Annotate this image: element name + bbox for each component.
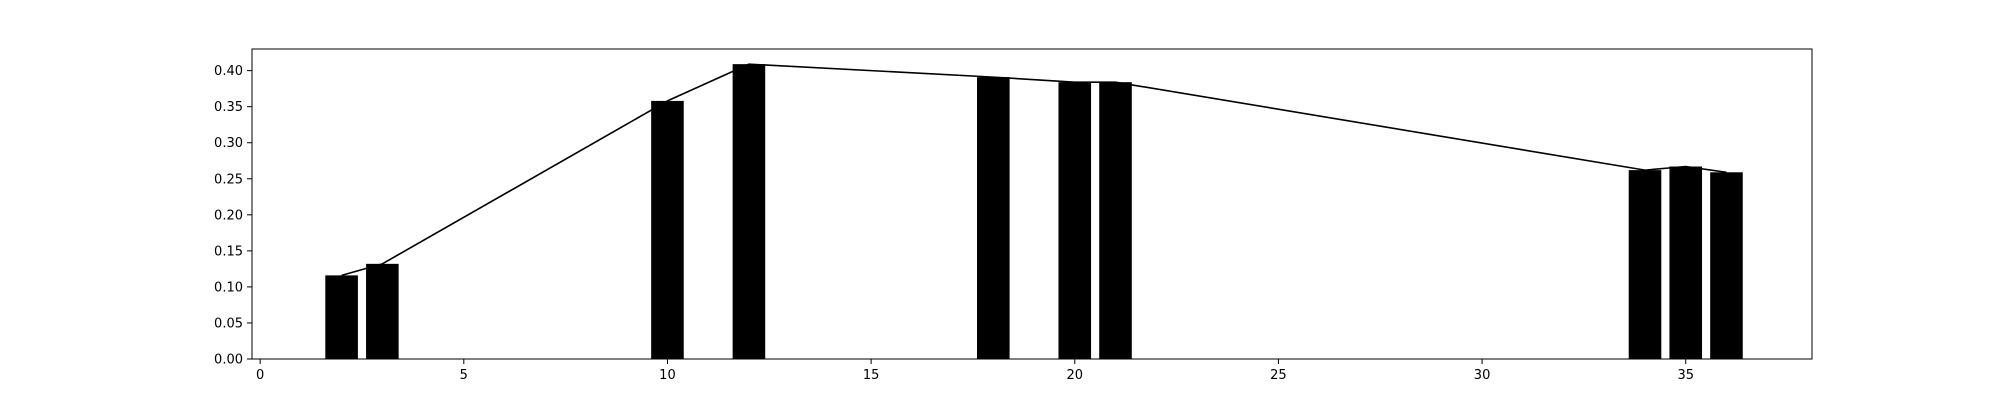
bar-2 xyxy=(325,275,358,359)
bar-34 xyxy=(1628,170,1662,359)
y-tick-label-6: 0.30 xyxy=(214,136,243,151)
y-tick-label-1: 0.05 xyxy=(214,316,243,331)
bar-35 xyxy=(1669,166,1703,359)
x-tick-label-0: 0 xyxy=(256,368,264,383)
x-tick-label-35: 35 xyxy=(1677,368,1694,383)
x-tick-label-25: 25 xyxy=(1270,368,1287,383)
x-tick-label-20: 20 xyxy=(1066,368,1083,383)
y-tick-label-4: 0.20 xyxy=(214,208,243,223)
x-tick-label-15: 15 xyxy=(863,368,880,383)
y-tick-label-5: 0.25 xyxy=(214,172,243,187)
x-tick-label-5: 5 xyxy=(460,368,468,383)
y-tick-label-8: 0.40 xyxy=(214,64,243,79)
y-tick-label-7: 0.35 xyxy=(214,100,243,115)
trend-line xyxy=(341,63,1727,277)
line-layer xyxy=(341,63,1727,277)
bar-18 xyxy=(977,77,1010,360)
bar-36 xyxy=(1710,172,1743,359)
x-tick-label-10: 10 xyxy=(659,368,676,383)
y-tick-label-0: 0.00 xyxy=(214,353,243,368)
bar-12 xyxy=(732,64,766,360)
bars-layer xyxy=(325,64,1743,360)
bar-10 xyxy=(651,100,684,359)
axes-layer: 0 5 10 15 20 25 30 35 0.00 0.05 0.10 0.15 0.20 0.25 0.… xyxy=(214,48,1813,383)
x-tick-label-30: 30 xyxy=(1474,368,1491,383)
plot-frame xyxy=(251,48,1813,360)
bar-3 xyxy=(366,263,399,359)
y-tick-label-2: 0.10 xyxy=(214,280,243,295)
bar-20 xyxy=(1058,82,1092,360)
bar-21 xyxy=(1099,82,1132,360)
y-tick-label-3: 0.15 xyxy=(214,244,243,259)
